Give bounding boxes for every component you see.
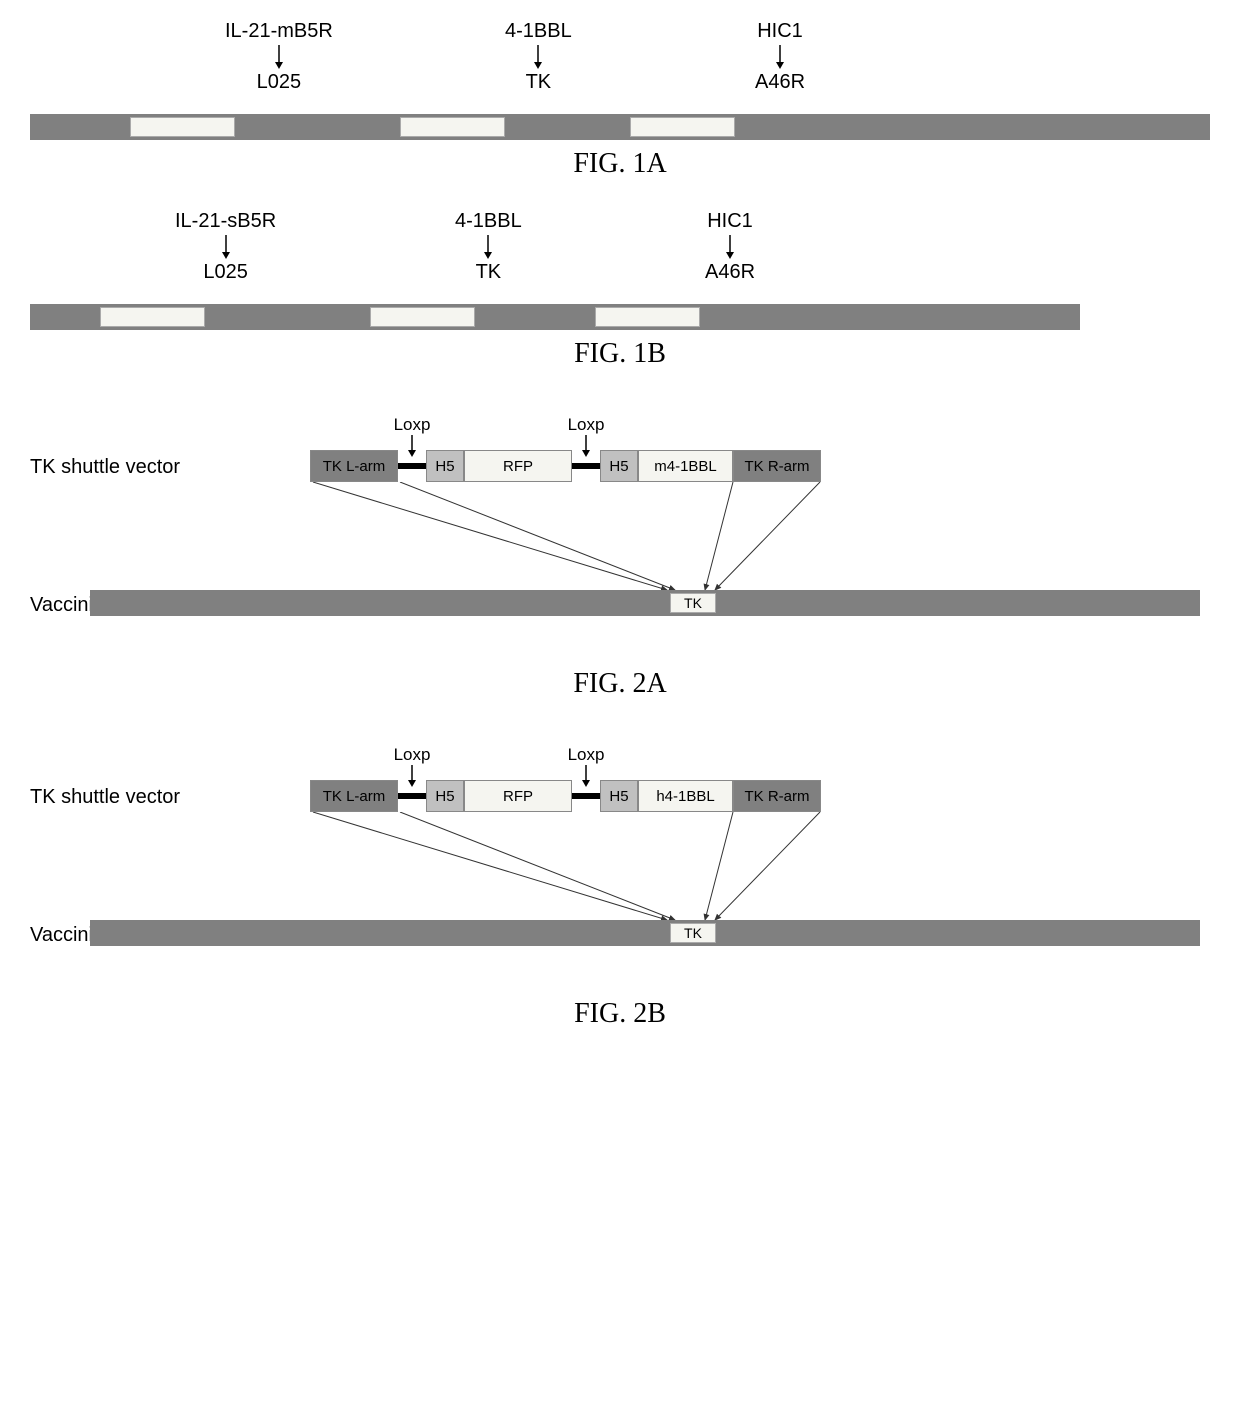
fig2b-seg-3: RFP xyxy=(464,780,572,812)
fig2b-loxp-label-4: Loxp xyxy=(561,745,611,787)
fig1b-insert-0: IL-21-sB5R L025 xyxy=(175,210,276,284)
fig2b-genome-bar: TK xyxy=(90,920,1200,946)
fig2b-loxp-1: Loxp xyxy=(398,793,426,799)
fig2b-recomb-lines xyxy=(30,812,1210,932)
fig1b-labels: IL-21-sB5R L025 4-1BBL TK HIC1 A46R xyxy=(110,210,1210,300)
fig1b-insert-2-bottom: A46R xyxy=(705,261,755,284)
fig2a-loxp-1: Loxp xyxy=(398,463,426,469)
fig1b-locus-1 xyxy=(370,307,475,327)
figure-1b: IL-21-sB5R L025 4-1BBL TK HIC1 A46R FIG.… xyxy=(30,210,1210,370)
fig1a-genome-bar xyxy=(30,114,1210,140)
fig1b-insert-0-top: IL-21-sB5R xyxy=(175,210,276,233)
fig1b-insert-2: HIC1 A46R xyxy=(705,210,755,284)
fig2b-vector-row: TK L-arm Loxp H5RFP Loxp H5h4-1BBLTK R-a… xyxy=(310,780,821,812)
fig1b-locus-2 xyxy=(595,307,700,327)
fig2b-loxp-text-4: Loxp xyxy=(561,745,611,765)
fig2a-tk-box: TK xyxy=(670,593,716,613)
fig2a-recomb-lines xyxy=(30,482,1210,602)
fig2a-seg-0: TK L-arm xyxy=(310,450,398,482)
fig1b-genome-bar xyxy=(30,304,1080,330)
fig1a-insert-2-top: HIC1 xyxy=(755,20,805,43)
fig2a-seg-6: m4-1BBL xyxy=(638,450,733,482)
fig2a-genome-row: TK xyxy=(90,590,1200,616)
fig1a-locus-0 xyxy=(130,117,235,137)
fig2a-genome-bar: TK xyxy=(90,590,1200,616)
fig1a-insert-1-bottom: TK xyxy=(505,71,572,94)
fig1a-insert-0-bottom: L025 xyxy=(225,71,333,94)
fig2a-shuttle-label: TK shuttle vector xyxy=(30,456,180,479)
fig2a-container: TK shuttle vector TK L-arm Loxp H5RFP Lo… xyxy=(30,400,1210,660)
fig1a-insert-0-top: IL-21-mB5R xyxy=(225,20,333,43)
fig1a-insert-1-top: 4-1BBL xyxy=(505,20,572,43)
fig1a-insert-0: IL-21-mB5R L025 xyxy=(225,20,333,94)
fig1a-insert-2: HIC1 A46R xyxy=(755,20,805,94)
fig2b-seg-7: TK R-arm xyxy=(733,780,821,812)
fig2a-loxp-label-4: Loxp xyxy=(561,415,611,457)
fig2a-loxp-text-1: Loxp xyxy=(387,415,437,435)
fig2b-seg-0: TK L-arm xyxy=(310,780,398,812)
fig1b-insert-1-top: 4-1BBL xyxy=(455,210,522,233)
fig1b-insert-0-bottom: L025 xyxy=(175,261,276,284)
fig1a-insert-2-bottom: A46R xyxy=(755,71,805,94)
fig2b-genome-row: TK xyxy=(90,920,1200,946)
figure-2b: TK shuttle vector TK L-arm Loxp H5RFP Lo… xyxy=(30,730,1210,1030)
fig1b-caption: FIG. 1B xyxy=(30,338,1210,370)
figure-1a: IL-21-mB5R L025 4-1BBL TK HIC1 A46R FIG.… xyxy=(30,20,1210,180)
fig1a-caption: FIG. 1A xyxy=(30,148,1210,180)
fig2a-loxp-label-1: Loxp xyxy=(387,415,437,457)
fig2b-caption: FIG. 2B xyxy=(30,998,1210,1030)
fig1a-insert-1: 4-1BBL TK xyxy=(505,20,572,94)
fig2a-loxp-4: Loxp xyxy=(572,463,600,469)
fig2b-tk-box: TK xyxy=(670,923,716,943)
figure-2a: TK shuttle vector TK L-arm Loxp H5RFP Lo… xyxy=(30,400,1210,700)
fig2a-vector-row: TK L-arm Loxp H5RFP Loxp H5m4-1BBLTK R-a… xyxy=(310,450,821,482)
fig1b-locus-0 xyxy=(100,307,205,327)
fig2a-caption: FIG. 2A xyxy=(30,668,1210,700)
fig2b-container: TK shuttle vector TK L-arm Loxp H5RFP Lo… xyxy=(30,730,1210,990)
fig2a-seg-7: TK R-arm xyxy=(733,450,821,482)
fig1a-locus-2 xyxy=(630,117,735,137)
fig1b-insert-1: 4-1BBL TK xyxy=(455,210,522,284)
fig2b-seg-6: h4-1BBL xyxy=(638,780,733,812)
fig1a-labels: IL-21-mB5R L025 4-1BBL TK HIC1 A46R xyxy=(110,20,1210,110)
fig2b-shuttle-label: TK shuttle vector xyxy=(30,786,180,809)
fig2b-loxp-label-1: Loxp xyxy=(387,745,437,787)
fig1a-locus-1 xyxy=(400,117,505,137)
fig1b-insert-1-bottom: TK xyxy=(455,261,522,284)
fig2a-loxp-text-4: Loxp xyxy=(561,415,611,435)
fig2b-loxp-4: Loxp xyxy=(572,793,600,799)
fig2b-loxp-text-1: Loxp xyxy=(387,745,437,765)
fig1b-insert-2-top: HIC1 xyxy=(705,210,755,233)
fig2a-seg-3: RFP xyxy=(464,450,572,482)
